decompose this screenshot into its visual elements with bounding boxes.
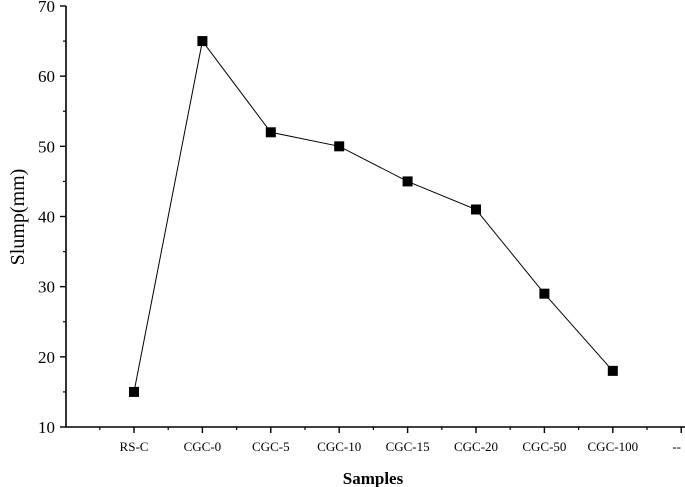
x-tick-label: CGC-20 bbox=[454, 439, 498, 454]
data-point-marker bbox=[197, 36, 208, 47]
data-series bbox=[129, 36, 618, 397]
y-tick-label: 20 bbox=[38, 348, 55, 367]
y-tick-label: 10 bbox=[38, 418, 55, 437]
x-tick-label: RS-C bbox=[120, 439, 149, 454]
y-tick-label: 40 bbox=[38, 208, 55, 227]
x-tick-label: CGC-50 bbox=[522, 439, 566, 454]
x-tick-label-trailing: -- bbox=[672, 439, 681, 454]
data-point-marker bbox=[471, 204, 481, 215]
y-axis-title: Slump(mm) bbox=[7, 169, 29, 266]
data-point-marker bbox=[607, 365, 618, 376]
x-tick-label: CGC-0 bbox=[184, 439, 222, 454]
data-point-marker bbox=[402, 176, 413, 187]
x-tick-label: CGC-15 bbox=[386, 439, 430, 454]
y-tick-label: 60 bbox=[38, 67, 55, 86]
series-line bbox=[133, 39, 614, 392]
data-point-marker bbox=[539, 288, 550, 299]
x-axis-title: Samples bbox=[343, 469, 404, 487]
y-tick-label: 70 bbox=[38, 0, 55, 16]
data-point-marker bbox=[334, 141, 345, 152]
data-point-marker bbox=[265, 127, 276, 138]
x-tick-label: CGC-5 bbox=[252, 439, 290, 454]
x-tick-label: CGC-100 bbox=[588, 439, 639, 454]
tick-labels: 10 20 30 40 50 60 70 RS-C CGC-0 CGC-5 CGC-10 CGC-15… bbox=[38, 0, 681, 454]
y-tick-label: 30 bbox=[38, 278, 55, 297]
tick-marks bbox=[60, 5, 682, 433]
y-tick-label: 50 bbox=[38, 137, 55, 156]
x-tick-label: CGC-10 bbox=[317, 439, 361, 454]
data-point-marker bbox=[129, 386, 139, 397]
